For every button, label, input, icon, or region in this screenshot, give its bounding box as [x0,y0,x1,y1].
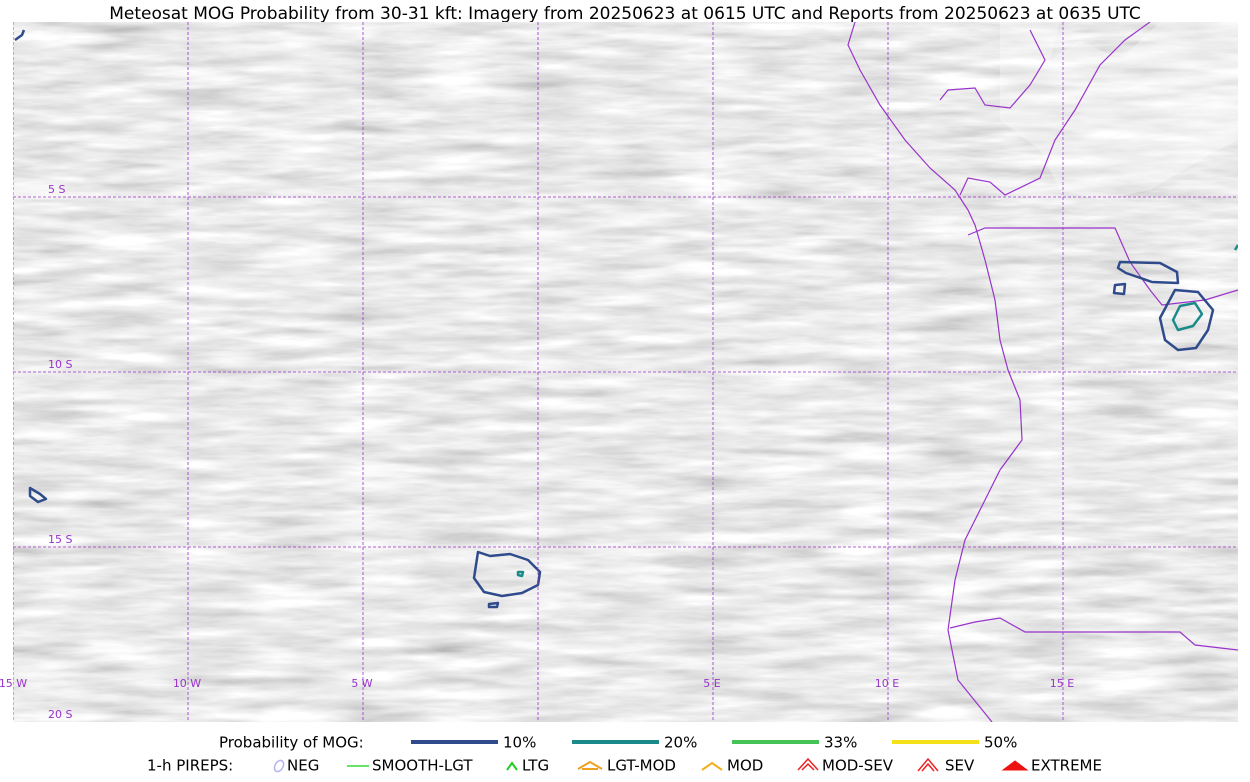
legend-label: SMOOTH-LGT [372,757,473,775]
latitude-label: 15 S [48,533,72,546]
border [959,22,1151,196]
legend-label: LGT-MOD [607,757,676,775]
map-area [13,22,1238,722]
border [967,227,1238,306]
mog-contour [1233,244,1238,251]
legend-label: MOD [727,757,763,775]
legend: Probability of MOG: 10% 20% 33% 50% 1-h PIREP… [147,734,1102,775]
grid-labels: 5 S 10 S 15 S 20 S 15 W 10 W 5 W 5 E 10 E 15 E [0,183,1074,721]
mog-contour [1112,282,1127,296]
mog-contour [516,570,525,578]
legend-label: 10% [503,734,536,752]
border [949,617,1238,651]
longitude-label: 10 E [875,677,899,690]
legend-label: NEG [287,757,319,775]
latitude-label: 20 S [48,708,72,721]
longitude-label: 5 E [703,677,720,690]
legend-label: MOD-SEV [822,757,894,775]
longitude-label: 5 W [351,677,372,690]
legend-label: SEV [945,757,975,775]
mog-contour [1116,260,1180,285]
legend-label: 33% [824,734,857,752]
mog-contour [487,601,500,609]
mog-contour [28,486,48,504]
pirep-symbol [797,757,819,771]
legend-label: 50% [984,734,1017,752]
map-title: Meteosat MOG Probability from 30-31 kft:… [109,4,1141,24]
coastline [847,22,1023,722]
pirep-symbol [701,761,723,771]
pirep-symbol [273,759,285,773]
legend-label: EXTREME [1031,757,1102,775]
mog-contour [1171,301,1204,332]
pirep-symbol [917,757,939,772]
latitude-label: 10 S [48,358,72,371]
legend-title: Probability of MOG: [219,734,364,752]
mog-contour [1158,288,1215,352]
graticule [13,22,1238,722]
border [939,29,1046,109]
legend-label: LTG [522,757,549,775]
mog-contour [14,29,26,42]
latitude-label: 5 S [48,183,65,196]
legend-title: 1-h PIREPS: [147,757,233,775]
pirep-symbol [1001,760,1029,771]
longitude-label: 10 W [173,677,201,690]
longitude-label: 15 W [0,677,27,690]
legend-label: 20% [664,734,697,752]
pirep-symbol [506,761,518,771]
pirep-symbol [577,760,603,770]
longitude-label: 15 E [1050,677,1074,690]
cloud-area [1000,22,1238,200]
